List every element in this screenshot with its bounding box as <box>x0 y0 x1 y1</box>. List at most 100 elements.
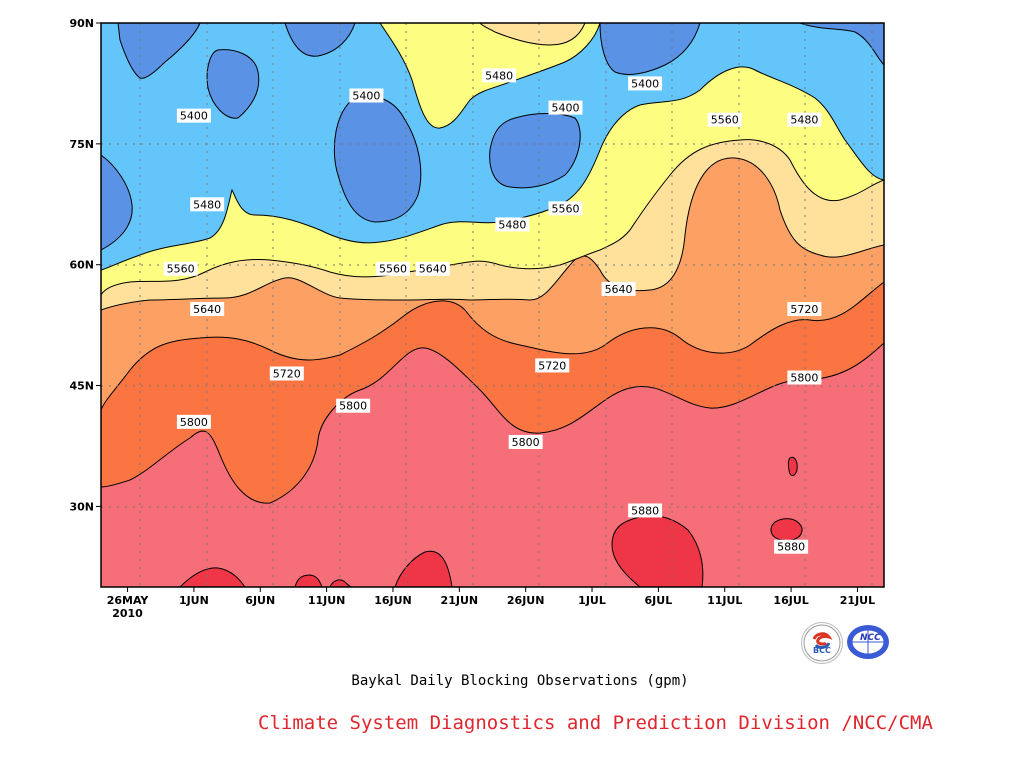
band-above-5880-d <box>394 550 453 587</box>
contour-label-text: 5560 <box>711 114 739 127</box>
contour-label-text: 5560 <box>551 202 579 215</box>
contour-label-background <box>336 398 371 413</box>
contour-label-background <box>628 76 663 91</box>
contour-label-background <box>601 281 636 296</box>
contour-label-text: 5400 <box>551 102 579 115</box>
contour-label-background <box>163 261 198 276</box>
contour-label-background <box>415 261 450 276</box>
band-5480-5560-top-b <box>479 23 586 46</box>
contour-label: 5400 <box>548 100 583 115</box>
contour-label-background <box>508 434 543 449</box>
contour-label-background <box>707 112 742 127</box>
contour-label-text: 5880 <box>631 504 659 517</box>
bcc-emblem-icon <box>803 624 841 662</box>
contour-label: 5720 <box>535 358 570 373</box>
band-below-5400-e <box>333 95 422 223</box>
contour-label-text: 5400 <box>631 77 659 90</box>
band-below-5400-g <box>599 23 701 75</box>
y-tick-label: 60N <box>69 259 94 272</box>
contour-label-background <box>548 201 583 216</box>
contour-label-background <box>190 197 225 212</box>
x-tick-label: 21JUL <box>840 594 875 607</box>
band-below-5400-b <box>117 23 201 79</box>
x-tick-label: 6JUN <box>245 594 275 607</box>
contour-label: 5400 <box>176 108 211 123</box>
contour-label-text: 5560 <box>379 263 407 276</box>
contour-label-background <box>787 370 822 385</box>
band-above-5880-a <box>611 515 704 587</box>
x-tick-label: 21JUN <box>441 594 479 607</box>
ncc-emblem-icon <box>847 625 889 659</box>
band-below-5400-h <box>799 23 884 66</box>
contour-label: 5800 <box>787 370 822 385</box>
contour-label-text: 5480 <box>485 69 513 82</box>
band-below-5400-f <box>489 113 581 189</box>
contour-label-text: 5480 <box>790 114 818 127</box>
contour-label-background <box>628 503 663 518</box>
contour-label: 5480 <box>482 68 517 83</box>
bcc-logo-text: BCC <box>813 646 831 655</box>
x-tick-label: 6JUL <box>645 594 673 607</box>
x-tick-label: 1JUN <box>179 594 209 607</box>
band-below-5400-d <box>284 23 356 57</box>
x-tick-label: 16JUN <box>374 594 412 607</box>
contour-label-text: 5800 <box>790 372 818 385</box>
contour-label-text: 5400 <box>180 110 208 123</box>
contour-labels: 5400 5400 5400 5400 5480 5480 5480 5480 5560 5560… <box>163 68 822 554</box>
contour-label-text: 5880 <box>777 541 805 554</box>
contour-label-text: 5480 <box>498 218 526 231</box>
contour-label: 5640 <box>190 302 225 317</box>
contour-label: 5560 <box>548 201 583 216</box>
x-tick-label: 16JUL <box>773 594 808 607</box>
x-tick-label: 1JUL <box>578 594 606 607</box>
contour-label: 5640 <box>415 261 450 276</box>
contour-label: 5880 <box>774 539 809 554</box>
contour-label-background <box>495 217 530 232</box>
y-tick-label: 90N <box>69 17 94 30</box>
contour-label-background <box>774 539 809 554</box>
band-below-5400-a <box>101 154 133 251</box>
contour-label: 5880 <box>628 503 663 518</box>
contour-label: 5720 <box>787 302 822 317</box>
contour-label-text: 5560 <box>167 263 195 276</box>
contour-label-text: 5720 <box>790 303 818 316</box>
contour-label-background <box>190 302 225 317</box>
contour-label-text: 5480 <box>193 198 221 211</box>
band-above-5880-f <box>294 574 323 587</box>
ncc-logo <box>846 622 889 662</box>
contour-label-background <box>176 108 211 123</box>
x-tick-label: 2010 <box>112 607 143 620</box>
contour-label-background <box>787 302 822 317</box>
contour-label: 5480 <box>190 197 225 212</box>
y-tick-label: 45N <box>69 380 94 393</box>
x-tick-label: 11JUN <box>308 594 346 607</box>
contour-label: 5560 <box>163 261 198 276</box>
contour-label: 5800 <box>176 414 211 429</box>
contour-label-text: 5640 <box>419 263 447 276</box>
contour-label: 5800 <box>508 434 543 449</box>
contour-label: 5560 <box>375 261 410 276</box>
contour-label-background <box>482 68 517 83</box>
plot-frame <box>100 22 885 588</box>
band-above-5880-c <box>787 456 798 477</box>
contour-label: 5400 <box>349 88 384 103</box>
contour-label-background <box>535 358 570 373</box>
contour-label: 5720 <box>269 366 304 381</box>
contour-label-background <box>176 414 211 429</box>
band-above-5880-e <box>179 567 246 587</box>
contour-label-text: 5400 <box>352 90 380 103</box>
contour-label: 5480 <box>495 217 530 232</box>
ncc-logo-text: NCC <box>860 633 881 643</box>
contour-label: 5400 <box>628 76 663 91</box>
contour-label-text: 5800 <box>339 400 367 413</box>
y-tick-label: 30N <box>69 500 94 513</box>
bcc-logo <box>801 622 843 664</box>
contour-label-text: 5720 <box>538 359 566 372</box>
x-tick-label: 26MAY <box>107 594 150 607</box>
band-above-5880-b <box>770 518 803 541</box>
contour-label: 5640 <box>601 281 636 296</box>
y-tick-label: 75N <box>69 138 94 151</box>
y-axis: 30N 45N 60N 75N 90N <box>69 17 101 513</box>
